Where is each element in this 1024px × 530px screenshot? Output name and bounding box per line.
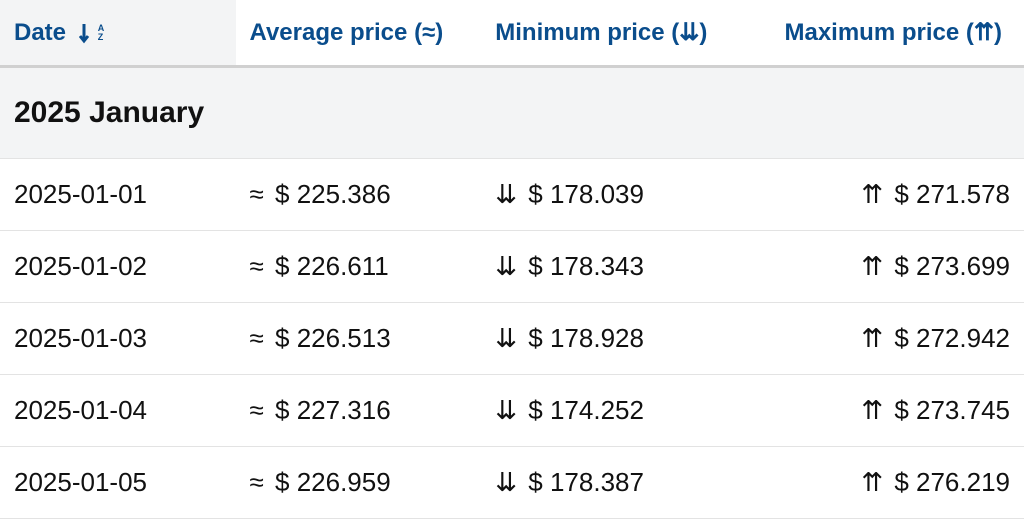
table-header-row: Date AZ Average price (≈) Minimum price …: [0, 0, 1024, 67]
cell-average: ≈ $ 226.611: [236, 231, 482, 303]
down-arrow-icon: ⇊: [495, 251, 517, 282]
cell-maximum: ⇈ $ 272.942: [758, 303, 1024, 375]
cell-minimum: ⇊ $ 174.252: [481, 375, 757, 447]
column-header-minimum-label: Minimum price: [495, 19, 664, 46]
cell-date: 2025-01-03: [0, 303, 236, 375]
cell-minimum: ⇊ $ 178.387: [481, 447, 757, 519]
up-arrow-icon: (⇈): [966, 19, 1002, 46]
cell-average: ≈ $ 226.513: [236, 303, 482, 375]
column-header-maximum[interactable]: Maximum price (⇈): [758, 0, 1024, 67]
up-arrow-icon: ⇈: [861, 395, 883, 426]
approx-icon: ≈: [250, 179, 264, 210]
section-title: 2025 January: [0, 67, 1024, 159]
up-arrow-icon: ⇈: [861, 251, 883, 282]
up-arrow-icon: ⇈: [861, 323, 883, 354]
sort-az-icon: AZ: [79, 22, 105, 44]
approx-icon: ≈: [250, 323, 264, 354]
table-row: 2025-01-05≈ $ 226.959⇊ $ 178.387⇈ $ 276.…: [0, 447, 1024, 519]
cell-minimum: ⇊ $ 178.928: [481, 303, 757, 375]
up-arrow-icon: ⇈: [861, 467, 883, 498]
cell-date: 2025-01-01: [0, 159, 236, 231]
column-header-date-label: Date: [14, 19, 66, 46]
table-row: 2025-01-04≈ $ 227.316⇊ $ 174.252⇈ $ 273.…: [0, 375, 1024, 447]
down-arrow-icon: ⇊: [495, 179, 517, 210]
down-arrow-icon: ⇊: [495, 395, 517, 426]
approx-icon: (≈): [414, 19, 443, 46]
approx-icon: ≈: [250, 395, 264, 426]
column-header-average[interactable]: Average price (≈): [236, 0, 482, 67]
cell-average: ≈ $ 226.959: [236, 447, 482, 519]
column-header-date[interactable]: Date AZ: [0, 0, 236, 67]
column-header-minimum[interactable]: Minimum price (⇊): [481, 0, 757, 67]
table-row: 2025-01-01≈ $ 225.386⇊ $ 178.039⇈ $ 271.…: [0, 159, 1024, 231]
cell-maximum: ⇈ $ 273.745: [758, 375, 1024, 447]
cell-average: ≈ $ 225.386: [236, 159, 482, 231]
down-arrow-icon: ⇊: [495, 323, 517, 354]
section-header-row: 2025 January: [0, 67, 1024, 159]
cell-maximum: ⇈ $ 273.699: [758, 231, 1024, 303]
down-arrow-icon: (⇊): [671, 19, 707, 46]
table-row: 2025-01-02≈ $ 226.611⇊ $ 178.343⇈ $ 273.…: [0, 231, 1024, 303]
column-header-maximum-label: Maximum price: [784, 19, 959, 46]
price-table: Date AZ Average price (≈) Minimum price …: [0, 0, 1024, 519]
cell-minimum: ⇊ $ 178.343: [481, 231, 757, 303]
cell-maximum: ⇈ $ 271.578: [758, 159, 1024, 231]
cell-date: 2025-01-02: [0, 231, 236, 303]
cell-date: 2025-01-05: [0, 447, 236, 519]
up-arrow-icon: ⇈: [861, 179, 883, 210]
cell-average: ≈ $ 227.316: [236, 375, 482, 447]
cell-date: 2025-01-04: [0, 375, 236, 447]
approx-icon: ≈: [250, 251, 264, 282]
approx-icon: ≈: [250, 467, 264, 498]
down-arrow-icon: ⇊: [495, 467, 517, 498]
table-row: 2025-01-03≈ $ 226.513⇊ $ 178.928⇈ $ 272.…: [0, 303, 1024, 375]
column-header-average-label: Average price: [250, 19, 408, 46]
cell-maximum: ⇈ $ 276.219: [758, 447, 1024, 519]
cell-minimum: ⇊ $ 178.039: [481, 159, 757, 231]
